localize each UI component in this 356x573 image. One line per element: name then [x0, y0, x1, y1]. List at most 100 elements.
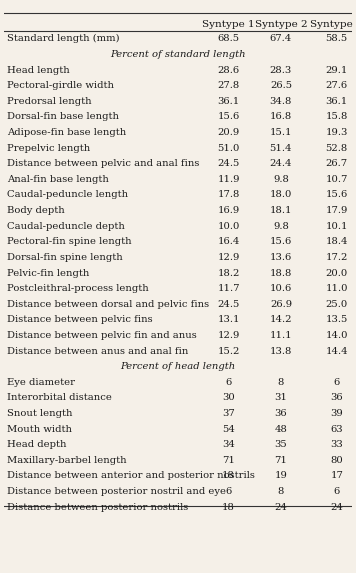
- Text: 6: 6: [334, 487, 340, 496]
- Text: 67.4: 67.4: [270, 34, 292, 44]
- Text: 27.6: 27.6: [326, 81, 348, 90]
- Text: 16.9: 16.9: [218, 206, 240, 215]
- Text: Distance between anus and anal fin: Distance between anus and anal fin: [7, 347, 188, 356]
- Text: Maxillary-barbel length: Maxillary-barbel length: [7, 456, 127, 465]
- Text: 29.1: 29.1: [325, 65, 348, 74]
- Text: 18.4: 18.4: [325, 237, 348, 246]
- Text: Percent of head length: Percent of head length: [120, 362, 236, 371]
- Text: 63: 63: [330, 425, 343, 434]
- Text: 39: 39: [330, 409, 343, 418]
- Text: 54: 54: [222, 425, 235, 434]
- Text: 15.6: 15.6: [218, 112, 240, 121]
- Text: Postcleithral-process length: Postcleithral-process length: [7, 284, 149, 293]
- Text: 17.8: 17.8: [218, 190, 240, 199]
- Text: 14.4: 14.4: [325, 347, 348, 356]
- Text: 51.4: 51.4: [269, 144, 292, 152]
- Text: 34.8: 34.8: [270, 97, 292, 106]
- Text: 15.6: 15.6: [270, 237, 292, 246]
- Text: Syntype 2: Syntype 2: [255, 19, 307, 29]
- Text: 20.9: 20.9: [218, 128, 240, 137]
- Text: Distance between dorsal and pelvic fins: Distance between dorsal and pelvic fins: [7, 300, 209, 309]
- Text: 9.8: 9.8: [273, 222, 289, 231]
- Text: Percent of standard length: Percent of standard length: [110, 50, 246, 59]
- Text: Prepelvic length: Prepelvic length: [7, 144, 90, 152]
- Text: Body depth: Body depth: [7, 206, 65, 215]
- Text: 24: 24: [274, 503, 287, 512]
- Text: 80: 80: [330, 456, 343, 465]
- Text: Distance between posterior nostrils: Distance between posterior nostrils: [7, 503, 188, 512]
- Text: Distance between anterior and posterior nostrils: Distance between anterior and posterior …: [7, 472, 255, 481]
- Text: 31: 31: [274, 394, 287, 402]
- Text: 13.5: 13.5: [325, 315, 348, 324]
- Text: 12.9: 12.9: [218, 331, 240, 340]
- Text: 8: 8: [278, 378, 284, 387]
- Text: 16.4: 16.4: [218, 237, 240, 246]
- Text: 24.5: 24.5: [218, 159, 240, 168]
- Text: Pectoral-fin spine length: Pectoral-fin spine length: [7, 237, 132, 246]
- Text: 12.9: 12.9: [218, 253, 240, 262]
- Text: 52.8: 52.8: [326, 144, 348, 152]
- Text: 8: 8: [278, 487, 284, 496]
- Text: 15.2: 15.2: [218, 347, 240, 356]
- Text: 13.6: 13.6: [270, 253, 292, 262]
- Text: 28.6: 28.6: [218, 65, 240, 74]
- Text: Distance between posterior nostril and eye: Distance between posterior nostril and e…: [7, 487, 226, 496]
- Text: 71: 71: [222, 456, 235, 465]
- Text: Distance between pelvic fins: Distance between pelvic fins: [7, 315, 153, 324]
- Text: 36: 36: [330, 394, 343, 402]
- Text: 26.9: 26.9: [270, 300, 292, 309]
- Text: 11.0: 11.0: [325, 284, 348, 293]
- Text: 26.5: 26.5: [270, 81, 292, 90]
- Text: 15.6: 15.6: [326, 190, 348, 199]
- Text: 10.0: 10.0: [218, 222, 240, 231]
- Text: 24.5: 24.5: [218, 300, 240, 309]
- Text: 18: 18: [222, 503, 235, 512]
- Text: Interorbital distance: Interorbital distance: [7, 394, 112, 402]
- Text: 6: 6: [334, 378, 340, 387]
- Text: 11.9: 11.9: [217, 175, 240, 184]
- Text: 14.2: 14.2: [269, 315, 292, 324]
- Text: 9.8: 9.8: [273, 175, 289, 184]
- Text: 37: 37: [222, 409, 235, 418]
- Text: 18: 18: [222, 472, 235, 481]
- Text: Dorsal-fin spine length: Dorsal-fin spine length: [7, 253, 123, 262]
- Text: 36.1: 36.1: [218, 97, 240, 106]
- Text: Pelvic-fin length: Pelvic-fin length: [7, 269, 89, 277]
- Text: Syntype 3: Syntype 3: [310, 19, 356, 29]
- Text: 24: 24: [330, 503, 343, 512]
- Text: Head depth: Head depth: [7, 440, 67, 449]
- Text: 68.5: 68.5: [218, 34, 240, 44]
- Text: 33: 33: [330, 440, 343, 449]
- Text: 10.7: 10.7: [325, 175, 348, 184]
- Text: 16.8: 16.8: [270, 112, 292, 121]
- Text: 11.1: 11.1: [269, 331, 292, 340]
- Text: Caudal-peduncle length: Caudal-peduncle length: [7, 190, 128, 199]
- Text: 30: 30: [222, 394, 235, 402]
- Text: 36: 36: [274, 409, 287, 418]
- Text: 18.1: 18.1: [269, 206, 292, 215]
- Text: Adipose-fin base length: Adipose-fin base length: [7, 128, 126, 137]
- Text: 36.1: 36.1: [326, 97, 348, 106]
- Text: 18.8: 18.8: [270, 269, 292, 277]
- Text: Syntype 1: Syntype 1: [202, 19, 255, 29]
- Text: 11.7: 11.7: [217, 284, 240, 293]
- Text: 13.8: 13.8: [270, 347, 292, 356]
- Text: 24.4: 24.4: [269, 159, 292, 168]
- Text: 6: 6: [225, 487, 232, 496]
- Text: 6: 6: [225, 378, 232, 387]
- Text: 51.0: 51.0: [218, 144, 240, 152]
- Text: Distance between pelvic fin and anus: Distance between pelvic fin and anus: [7, 331, 197, 340]
- Text: 17.2: 17.2: [325, 253, 348, 262]
- Text: 20.0: 20.0: [326, 269, 348, 277]
- Text: Dorsal-fin base length: Dorsal-fin base length: [7, 112, 119, 121]
- Text: 17: 17: [330, 472, 343, 481]
- Text: 15.8: 15.8: [325, 112, 348, 121]
- Text: 58.5: 58.5: [326, 34, 348, 44]
- Text: 19.3: 19.3: [325, 128, 348, 137]
- Text: Head length: Head length: [7, 65, 70, 74]
- Text: 10.1: 10.1: [325, 222, 348, 231]
- Text: Standard length (mm): Standard length (mm): [7, 34, 120, 44]
- Text: Mouth width: Mouth width: [7, 425, 72, 434]
- Text: Pectoral-girdle width: Pectoral-girdle width: [7, 81, 114, 90]
- Text: 18.2: 18.2: [218, 269, 240, 277]
